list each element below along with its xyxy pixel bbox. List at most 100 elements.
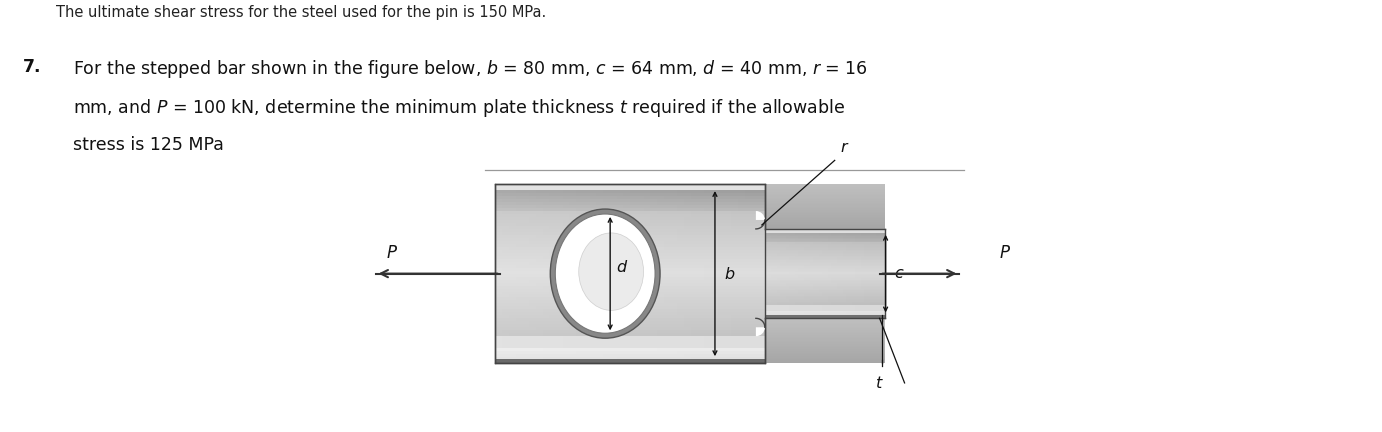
Bar: [670, 184, 677, 363]
Bar: [764, 198, 884, 199]
Bar: [495, 241, 764, 244]
Bar: [764, 344, 884, 345]
Bar: [764, 232, 884, 233]
Bar: [851, 229, 854, 318]
Bar: [705, 184, 710, 363]
Text: 7.: 7.: [23, 58, 41, 76]
Bar: [764, 228, 884, 229]
Bar: [764, 210, 884, 211]
Bar: [764, 215, 884, 216]
Bar: [515, 184, 522, 363]
Bar: [825, 229, 828, 318]
Bar: [764, 351, 884, 352]
Bar: [858, 229, 861, 318]
Bar: [764, 235, 884, 236]
Bar: [764, 335, 884, 336]
Bar: [764, 267, 884, 269]
Bar: [800, 229, 804, 318]
Bar: [764, 245, 884, 247]
Bar: [764, 329, 884, 330]
Bar: [495, 315, 764, 318]
Text: mm, and $P$ = 100 kN, determine the minimum plate thickness $t$ required if the : mm, and $P$ = 100 kN, determine the mini…: [73, 97, 846, 119]
Bar: [656, 184, 663, 363]
Bar: [764, 269, 884, 270]
Bar: [764, 331, 884, 332]
Bar: [764, 341, 884, 342]
Bar: [779, 229, 782, 318]
Bar: [764, 220, 884, 222]
Bar: [764, 314, 884, 315]
Bar: [764, 184, 884, 185]
Bar: [724, 184, 731, 363]
Bar: [764, 200, 884, 201]
Bar: [495, 184, 764, 363]
Bar: [764, 201, 884, 202]
Bar: [764, 331, 884, 333]
Bar: [759, 184, 764, 363]
Bar: [495, 288, 764, 292]
Bar: [795, 229, 797, 318]
Bar: [764, 190, 884, 191]
Bar: [495, 193, 764, 196]
Bar: [764, 261, 884, 263]
Bar: [764, 194, 884, 195]
Bar: [764, 215, 884, 216]
Bar: [764, 297, 884, 299]
Bar: [495, 318, 764, 321]
Bar: [495, 250, 764, 253]
Bar: [764, 309, 884, 311]
Bar: [576, 184, 583, 363]
Bar: [764, 334, 884, 335]
Bar: [764, 247, 884, 248]
Bar: [764, 338, 884, 339]
Bar: [562, 184, 569, 363]
Bar: [782, 229, 786, 318]
Bar: [768, 229, 771, 318]
Bar: [495, 217, 764, 220]
Bar: [764, 272, 884, 273]
Bar: [764, 197, 884, 198]
Bar: [764, 191, 884, 192]
Bar: [804, 229, 807, 318]
Bar: [764, 323, 884, 324]
Bar: [495, 276, 764, 280]
Bar: [764, 333, 884, 334]
Bar: [764, 305, 884, 306]
Bar: [764, 343, 884, 344]
Bar: [764, 302, 884, 303]
Bar: [495, 333, 764, 336]
Bar: [764, 317, 884, 318]
Bar: [764, 227, 884, 228]
Bar: [807, 229, 810, 318]
Bar: [764, 195, 884, 196]
Text: $r$: $r$: [840, 140, 849, 156]
Bar: [764, 357, 884, 358]
Bar: [495, 187, 764, 190]
Bar: [764, 290, 884, 292]
Bar: [495, 256, 764, 259]
Bar: [764, 353, 884, 354]
Bar: [764, 212, 884, 213]
Bar: [764, 361, 884, 362]
Bar: [764, 251, 884, 253]
Bar: [495, 348, 764, 351]
Bar: [764, 256, 884, 257]
Bar: [495, 286, 764, 289]
Bar: [764, 213, 884, 214]
Bar: [764, 229, 884, 230]
Bar: [882, 229, 884, 318]
Bar: [764, 226, 884, 227]
Bar: [764, 209, 884, 210]
Bar: [864, 229, 867, 318]
Bar: [495, 270, 764, 273]
Bar: [771, 229, 774, 318]
Bar: [764, 185, 884, 186]
Bar: [764, 270, 884, 272]
Bar: [764, 253, 884, 254]
Bar: [764, 293, 884, 295]
Bar: [710, 184, 717, 363]
Bar: [764, 263, 884, 265]
Bar: [495, 208, 764, 211]
Bar: [764, 275, 884, 276]
Bar: [764, 320, 884, 321]
